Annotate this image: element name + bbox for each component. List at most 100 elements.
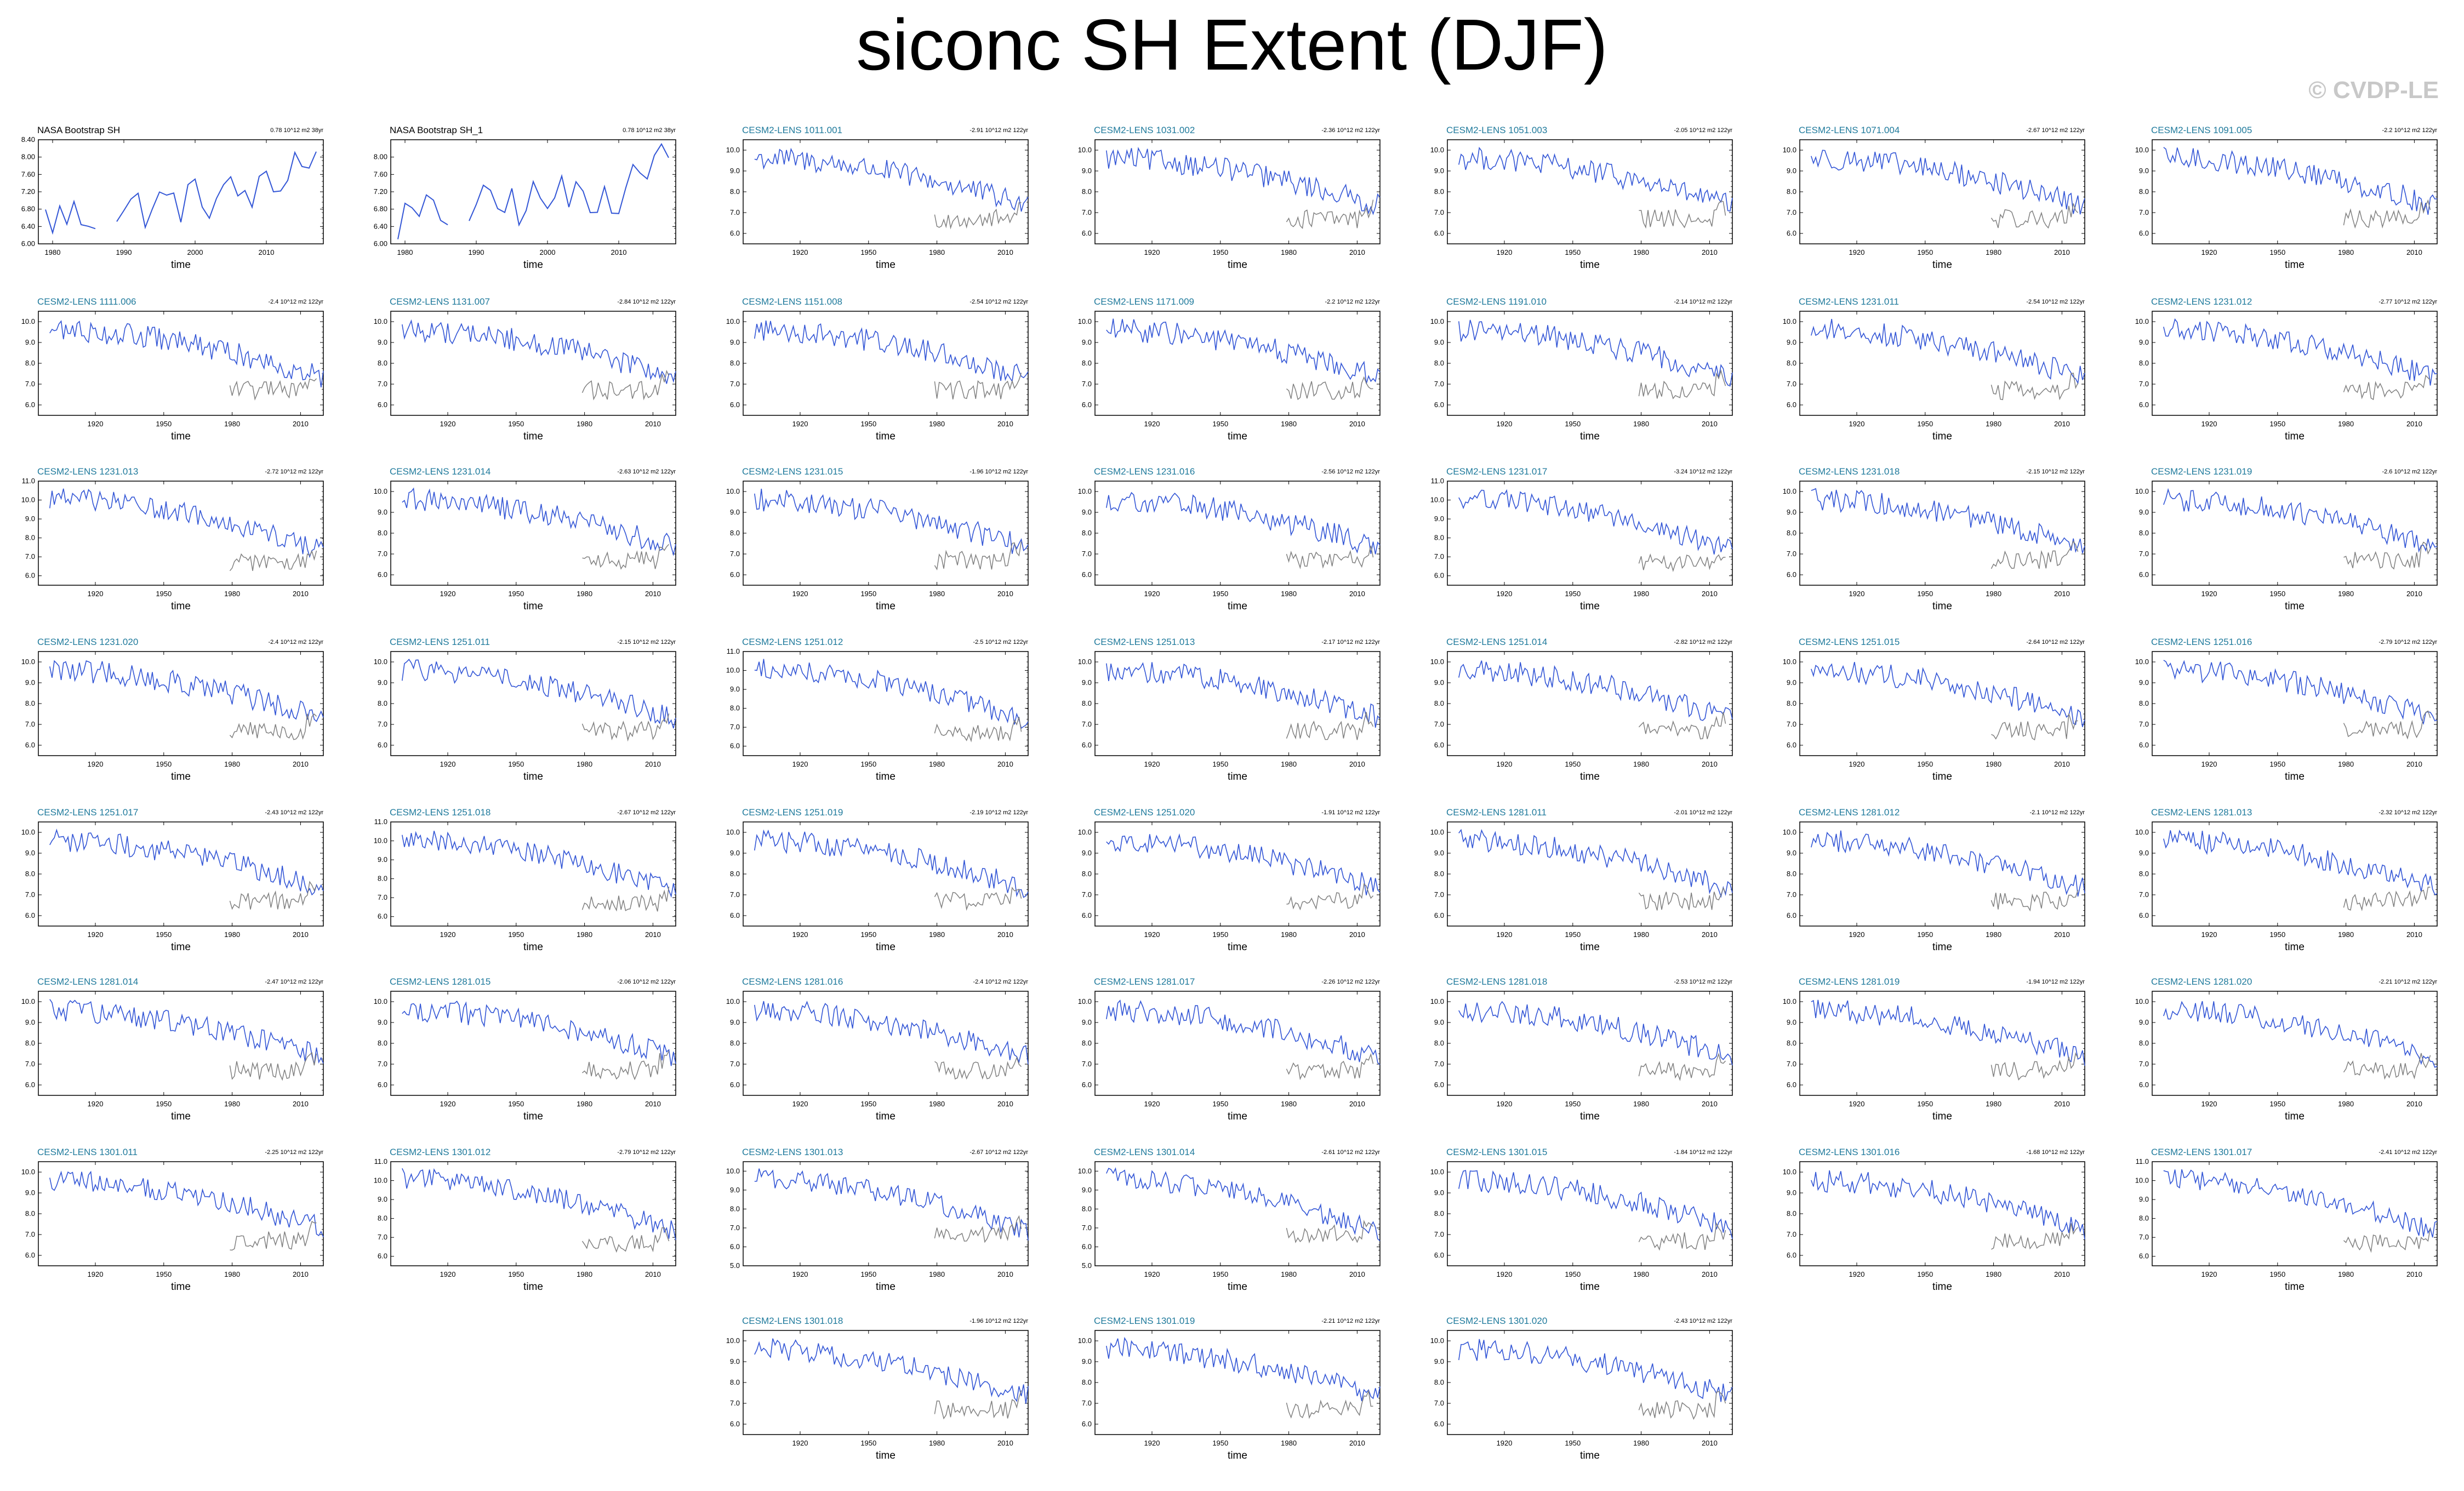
x-axis-label: time [876, 1281, 896, 1293]
y-tick-label: 6.0 [2139, 1252, 2149, 1260]
x-tick-label: 2010 [2054, 1270, 2070, 1278]
y-tick-label: 10.0 [21, 317, 35, 325]
x-tick-label: 1920 [88, 590, 104, 598]
y-tick-label: 8.0 [25, 534, 35, 542]
y-tick-label: 7.0 [2139, 208, 2149, 216]
y-tick-label: 6.0 [1787, 1081, 1796, 1089]
x-tick-label: 2010 [1349, 760, 1365, 768]
x-axis-label: time [876, 941, 896, 953]
obs-overlay-line [1286, 712, 1374, 740]
x-tick-label: 2010 [1702, 930, 1718, 939]
panel-title: CESM2-LENS 1301.020 [1446, 1316, 1547, 1326]
x-axis-label: time [1580, 259, 1600, 271]
y-tick-label: 11.0 [2136, 1157, 2149, 1166]
model-series-line [1106, 833, 1381, 895]
y-tick-label: 7.0 [378, 720, 387, 728]
x-tick-label: 1980 [1281, 248, 1297, 256]
x-tick-label: 1920 [88, 930, 104, 939]
y-tick-label: 6.0 [730, 570, 740, 579]
panel-title: CESM2-LENS 1111.006 [37, 296, 136, 307]
y-tick-label: 10.0 [726, 997, 740, 1006]
panel-33: CESM2-LENS 1281.011 -2.01 10^12 m2 122yr 6… [1430, 807, 1733, 953]
panel-title: CESM2-LENS 1281.020 [2151, 976, 2252, 987]
x-axis-label: time [523, 1111, 543, 1122]
panel-6: CESM2-LENS 1071.004 -2.67 10^12 m2 122yr 6… [1783, 125, 2085, 271]
page-title: siconc SH Extent (DJF) [856, 4, 1608, 85]
x-tick-label: 1980 [224, 760, 240, 768]
obs-series-line [116, 151, 317, 230]
x-tick-label: 1950 [1917, 1270, 1933, 1278]
x-axis-label: time [1580, 771, 1600, 782]
panel-title: CESM2-LENS 1031.002 [1094, 125, 1195, 135]
panel-39: CESM2-LENS 1281.017 -2.26 10^12 m2 122yr 6… [1078, 976, 1381, 1122]
x-tick-label: 1920 [440, 420, 456, 428]
x-axis-label: time [876, 431, 896, 442]
x-tick-label: 2010 [645, 930, 661, 939]
x-axis-label: time [1228, 1281, 1247, 1293]
panel-title: CESM2-LENS 1301.013 [742, 1147, 843, 1157]
panel-52: CESM2-LENS 1301.020 -2.43 10^12 m2 122yr 6… [1430, 1316, 1733, 1461]
y-tick-label: 8.0 [1434, 699, 1444, 707]
obs-overlay-line [229, 881, 317, 910]
x-tick-label: 2010 [2054, 420, 2070, 428]
x-tick-label: 1980 [577, 1100, 592, 1108]
y-tick-label: 10.0 [726, 1336, 740, 1345]
plot-frame [38, 481, 324, 586]
y-tick-label: 10.0 [1078, 1167, 1092, 1175]
model-series-line [754, 1338, 1029, 1404]
panel-title: CESM2-LENS 1231.017 [1446, 466, 1547, 477]
y-tick-label: 7.0 [25, 1060, 35, 1068]
y-tick-label: 7.0 [1434, 890, 1444, 899]
x-tick-label: 1980 [929, 760, 945, 768]
plot-frame [390, 651, 676, 756]
x-axis-label: time [1580, 1450, 1600, 1461]
y-tick-label: 10.0 [2135, 1176, 2149, 1185]
x-axis-label: time [1932, 941, 1952, 953]
model-series-line [402, 1168, 676, 1241]
obs-overlay-line [582, 544, 670, 570]
y-tick-label: 6.0 [2139, 741, 2149, 749]
panel-trend-label: -2.84 10^12 m2 122yr [617, 299, 676, 305]
y-tick-label: 6.0 [1787, 229, 1796, 237]
y-tick-label: 9.0 [1434, 678, 1444, 687]
plot-frame [1447, 651, 1733, 756]
obs-overlay-line [1638, 1391, 1726, 1420]
y-tick-label: 6.0 [1787, 741, 1796, 749]
y-tick-label: 9.0 [25, 678, 35, 687]
y-tick-label: 10.0 [2135, 317, 2149, 325]
y-tick-label: 8.0 [1082, 1039, 1092, 1047]
y-tick-label: 8.0 [1434, 870, 1444, 878]
x-axis-label: time [1580, 1111, 1600, 1122]
panel-title: NASA Bootstrap SH_1 [390, 125, 483, 135]
obs-overlay-line [1286, 199, 1374, 229]
x-axis-label: time [1932, 431, 1952, 442]
y-tick-label: 7.20 [21, 187, 35, 196]
y-tick-label: 8.0 [2139, 870, 2149, 878]
panel-title: CESM2-LENS 1231.016 [1094, 466, 1195, 477]
y-tick-label: 8.0 [1787, 1209, 1796, 1218]
y-tick-label: 9.0 [1434, 849, 1444, 857]
y-tick-label: 8.0 [25, 359, 35, 367]
y-tick-label: 9.0 [25, 1189, 35, 1197]
y-tick-label: 6.0 [2139, 570, 2149, 579]
x-tick-label: 1950 [156, 420, 172, 428]
y-tick-label: 6.0 [1787, 570, 1796, 579]
y-tick-label: 10.0 [374, 997, 387, 1006]
y-tick-label: 10.0 [2135, 487, 2149, 495]
panel-22: CESM2-LENS 1231.020 -2.4 10^12 m2 122yr 6.… [21, 637, 324, 782]
panel-title: CESM2-LENS 1301.016 [1799, 1147, 1900, 1157]
model-series-line [754, 488, 1029, 554]
y-tick-label: 7.0 [1082, 890, 1092, 899]
obs-overlay-line [2343, 887, 2431, 911]
panel-trend-label: -2.79 10^12 m2 122yr [617, 1149, 676, 1156]
y-tick-label: 6.00 [374, 239, 387, 248]
y-tick-label: 9.0 [1434, 1357, 1444, 1366]
panel-trend-label: -1.84 10^12 m2 122yr [1674, 1149, 1732, 1156]
y-tick-label: 9.0 [1787, 849, 1796, 857]
x-tick-label: 2010 [997, 420, 1013, 428]
x-axis-label: time [1228, 601, 1247, 612]
x-tick-label: 1980 [1633, 590, 1649, 598]
x-tick-label: 1950 [508, 590, 524, 598]
x-axis-label: time [171, 1281, 191, 1293]
x-tick-label: 1950 [860, 248, 876, 256]
